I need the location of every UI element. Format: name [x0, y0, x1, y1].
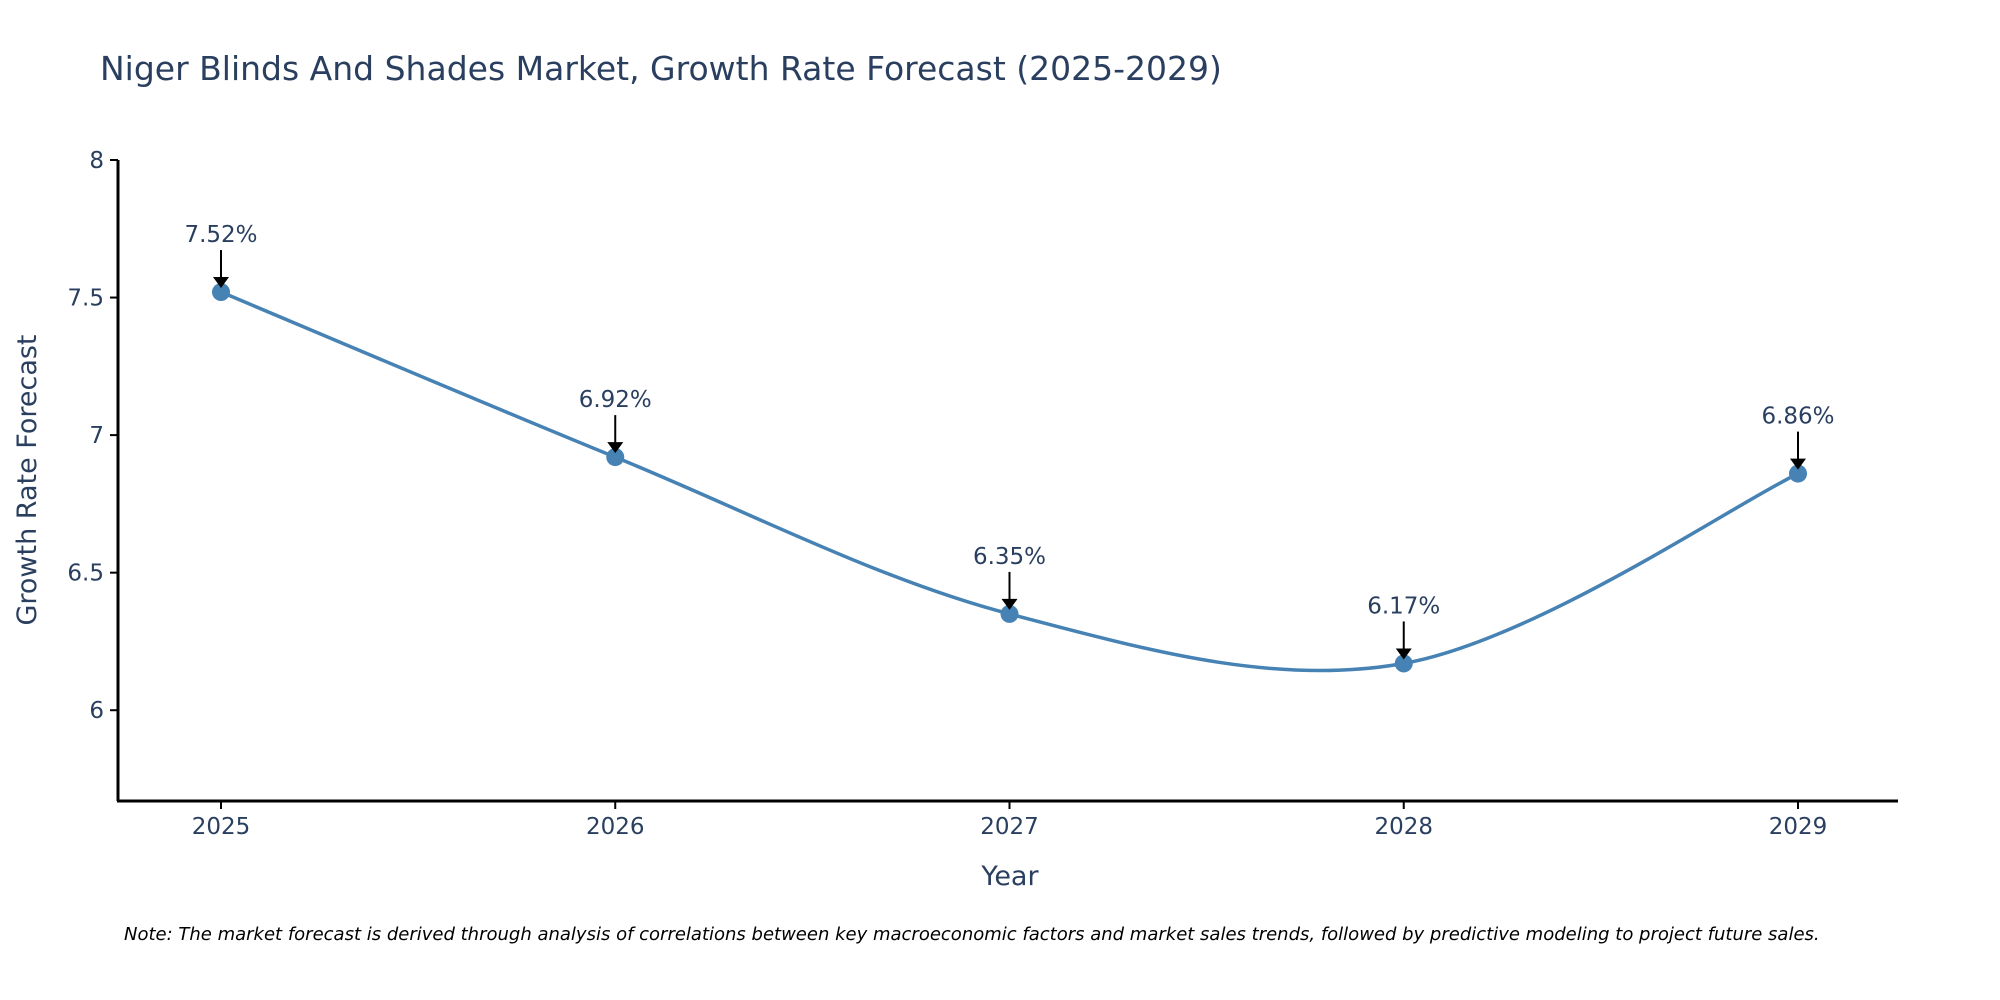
x-tick-label: 2028 [1374, 814, 1433, 840]
data-point-2026 [606, 448, 625, 467]
y-axis-title: Growth Rate Forecast [12, 334, 43, 625]
annotation-arrow-head [1001, 598, 1018, 610]
x-tick-label: 2029 [1769, 814, 1828, 840]
annotation-arrow-head [213, 277, 229, 289]
data-label: 6.17% [1367, 593, 1440, 619]
data-label: 7.52% [184, 222, 257, 248]
y-tick-label: 7 [89, 423, 104, 449]
data-label: 6.92% [579, 387, 652, 413]
data-label: 6.35% [973, 544, 1046, 570]
x-axis-title: Year [980, 861, 1039, 892]
annotation-arrow-head [1395, 648, 1412, 660]
footnote: Note: The market forecast is derived thr… [124, 924, 1820, 945]
chart-title: Niger Blinds And Shades Market, Growth R… [100, 49, 1222, 88]
data-label: 6.86% [1761, 404, 1834, 430]
y-tick-label: 6.5 [67, 561, 104, 587]
y-tick-label: 8 [89, 148, 104, 174]
x-ticks: 2025 2026 2027 2028 2029 [192, 801, 1828, 840]
annotation-arrow-head [1790, 458, 1806, 470]
x-tick-label: 2026 [586, 814, 645, 840]
x-tick-label: 2027 [980, 814, 1039, 840]
data-point-2025 [212, 283, 230, 302]
data-point-2028 [1394, 654, 1413, 673]
data-label-annotations: 7.52% 6.92% 6.35% 6.17% 6.86% [184, 222, 1835, 660]
series-markers [212, 283, 1807, 673]
data-point-2027 [1000, 604, 1019, 623]
y-tick-label: 6 [89, 698, 104, 724]
y-tick-label: 7.5 [67, 286, 104, 312]
axes [116, 160, 1898, 803]
y-ticks: 6 6.5 7 7.5 8 [67, 148, 118, 724]
x-tick-label: 2025 [192, 814, 251, 840]
data-point-2029 [1789, 464, 1807, 483]
annotation-arrow-head [607, 442, 624, 454]
